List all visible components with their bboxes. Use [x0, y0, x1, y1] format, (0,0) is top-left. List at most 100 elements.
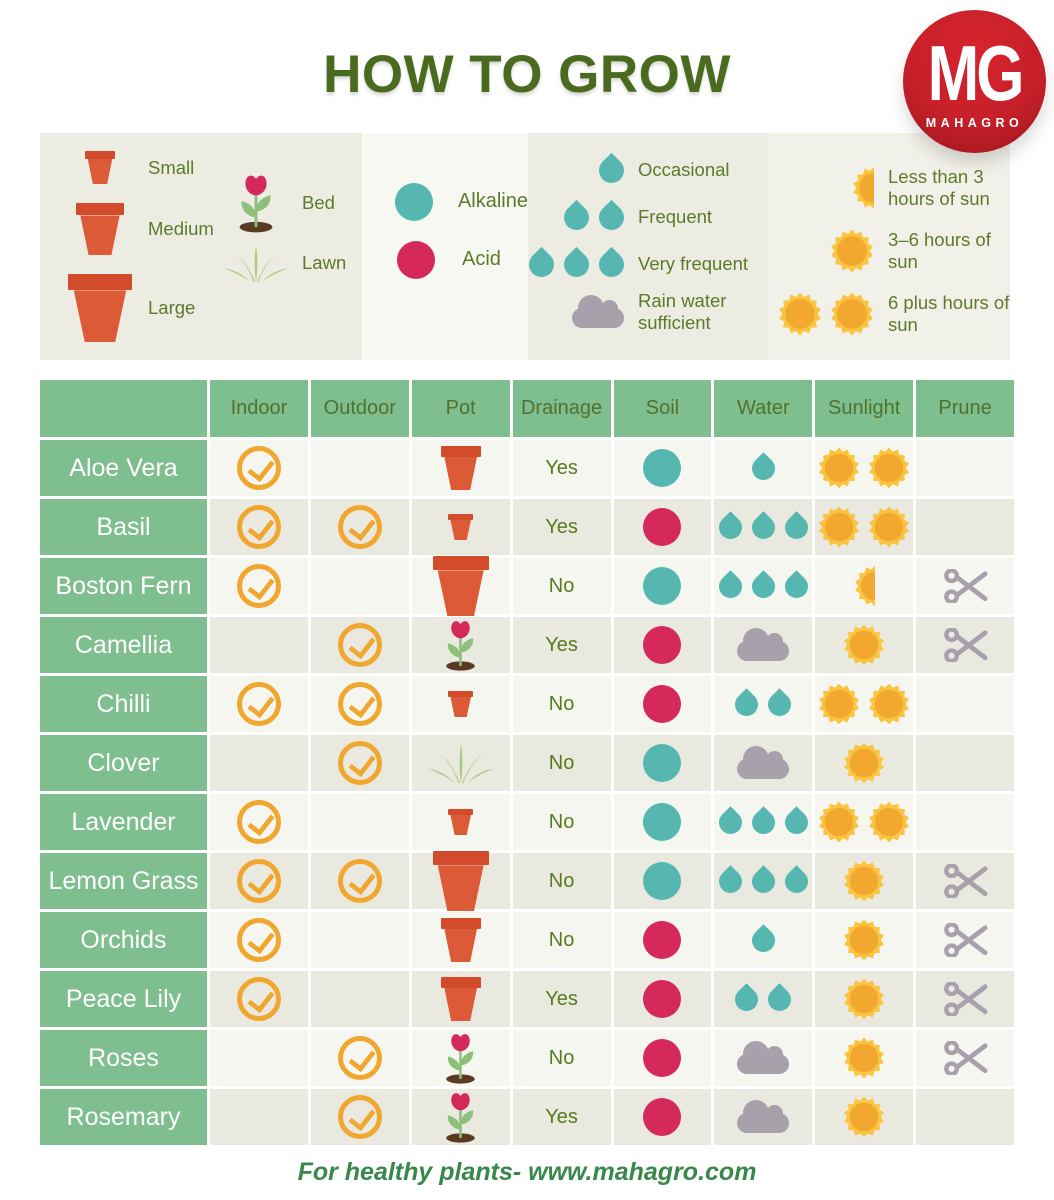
plant-name: Lemon Grass: [40, 853, 207, 909]
drop-icon: [763, 687, 797, 721]
cell-water: [714, 794, 813, 850]
sun-icon: [843, 978, 885, 1020]
sun-icon: [868, 506, 910, 548]
soil-acid-icon: [643, 1039, 682, 1077]
cell-water: [714, 735, 813, 791]
cell-outdoor: [310, 1089, 409, 1145]
soil-alkaline-icon: [394, 183, 433, 221]
cell-sunlight: [815, 558, 914, 614]
cell-pot: [411, 440, 510, 496]
legend-item: Frequent: [530, 196, 768, 238]
check-icon: [236, 505, 281, 549]
rain-cloud-icon: [737, 628, 790, 661]
pot-small-icon: [448, 513, 474, 541]
cell-outdoor: [310, 1030, 409, 1086]
water-drops-icon: [714, 569, 813, 603]
rain-cloud-icon: [737, 746, 790, 779]
legend-icon-slot: [66, 274, 134, 342]
sun-icon: [843, 860, 885, 902]
cell-prune: [916, 794, 1014, 850]
cell-soil: [613, 971, 712, 1027]
column-header-pot: Pot: [411, 380, 510, 437]
pot-small-icon: [448, 808, 474, 836]
pot-large-icon: [68, 274, 132, 342]
plant-name: Rosemary: [40, 1089, 207, 1145]
column-header-prune: Prune: [916, 380, 1014, 437]
drop-icon: [714, 805, 747, 839]
sun-icon: [843, 1037, 885, 1079]
two-suns-icon: [818, 447, 910, 489]
legend-label: Frequent: [638, 206, 713, 228]
drop-icon: [593, 199, 630, 235]
scissors-icon: [942, 922, 988, 958]
cell-drainage: No: [512, 853, 611, 909]
legend-icon-slot: [774, 163, 874, 213]
sun-icon: [778, 292, 822, 336]
cell-drainage: Yes: [512, 499, 611, 555]
soil-alkaline-icon: [643, 744, 682, 782]
check-icon: [337, 1036, 382, 1080]
bed-icon: [437, 619, 484, 671]
legend-item: Alkaline: [384, 183, 528, 221]
plant-name: Peace Lily: [40, 971, 207, 1027]
plant-name: Boston Fern: [40, 558, 207, 614]
cell-indoor: [210, 794, 308, 850]
lawn-icon: [223, 243, 289, 283]
cell-sunlight: [815, 912, 914, 968]
sun-icon: [843, 1096, 885, 1138]
cell-indoor: [210, 912, 308, 968]
plant-name: Aloe Vera: [40, 440, 207, 496]
cell-drainage: No: [512, 1030, 611, 1086]
soil-alkaline-icon: [643, 449, 682, 487]
cell-pot: [411, 1030, 510, 1086]
cell-prune: [916, 853, 1014, 909]
cell-indoor: [210, 440, 308, 496]
cell-water: [714, 1089, 813, 1145]
cell-drainage: Yes: [512, 1089, 611, 1145]
cell-water: [714, 558, 813, 614]
sun-icon: [843, 919, 885, 961]
cell-water: [714, 440, 813, 496]
legend-panel-water: Occasional Frequent Very frequent Rain wate…: [523, 133, 768, 360]
column-header-outdoor: Outdoor: [310, 380, 409, 437]
cell-indoor: [210, 1030, 308, 1086]
drop-icon: [558, 246, 595, 282]
drop-icon: [780, 569, 813, 603]
cell-indoor: [210, 558, 308, 614]
legend-icon-slot: [384, 183, 444, 221]
cell-outdoor: [310, 499, 409, 555]
drop-icon: [780, 805, 813, 839]
legend-label: Small: [148, 156, 195, 178]
scissors-icon: [942, 981, 988, 1017]
legend-icon-slot: [523, 243, 630, 285]
cell-soil: [613, 617, 712, 673]
sun-icon: [868, 801, 910, 843]
cell-water: [714, 617, 813, 673]
sun-icon: [868, 447, 910, 489]
cell-prune: [916, 617, 1014, 673]
cell-prune: [916, 499, 1014, 555]
cell-pot: [411, 794, 510, 850]
drop-icon: [714, 510, 747, 544]
water-drops-icon: [593, 152, 630, 188]
cell-prune: [916, 735, 1014, 791]
page-title: HOW TO GROW: [323, 45, 731, 104]
soil-alkaline-icon: [643, 803, 682, 841]
legend-label: Less than 3 hours of sun: [888, 166, 990, 209]
cell-pot: [411, 1089, 510, 1145]
pot-medium-icon: [440, 918, 481, 962]
soil-acid-icon: [643, 626, 682, 664]
cell-soil: [613, 853, 712, 909]
cell-drainage: No: [512, 676, 611, 732]
check-icon: [236, 918, 281, 962]
cell-soil: [613, 735, 712, 791]
cell-sunlight: [815, 617, 914, 673]
cell-outdoor: [310, 558, 409, 614]
cell-sunlight: [815, 735, 914, 791]
legend-label: 6 plus hours of sun: [888, 292, 1010, 335]
legend-item: Rain water sufficient: [530, 290, 768, 334]
two-suns-icon: [778, 292, 874, 336]
legend-icon-slot: [774, 289, 874, 339]
check-icon: [337, 741, 382, 785]
legend-icon-slot: [530, 149, 630, 191]
